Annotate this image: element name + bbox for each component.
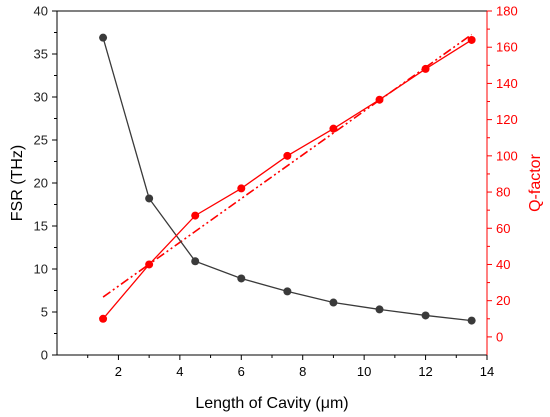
- series-layer: [99, 33, 476, 325]
- right-y-tick-label: 140: [496, 76, 518, 91]
- fsr-data-point: [375, 305, 384, 314]
- left-y-axis-ticks: 0 5 10 15 20 25 30 35 40: [34, 4, 57, 363]
- right-y-tick-label: 60: [496, 221, 510, 236]
- left-y-tick-label: 10: [34, 262, 48, 277]
- q-factor-series-line: [102, 39, 472, 320]
- q-factor-data-point: [191, 211, 200, 220]
- left-y-tick-label: 15: [34, 219, 48, 234]
- q-factor-data-point: [145, 260, 154, 269]
- x-tick-label: 8: [299, 364, 306, 379]
- fsr-data-point: [283, 287, 292, 296]
- axes-frame: [56, 10, 488, 356]
- left-y-tick-label: 40: [34, 4, 48, 19]
- right-y-tick-label: 0: [496, 329, 503, 344]
- left-y-tick-label: 0: [41, 348, 48, 363]
- right-y-axis-title: Q-factor: [527, 153, 544, 211]
- fsr-data-point: [99, 33, 108, 42]
- fsr-data-point: [145, 194, 154, 203]
- x-tick-label: 6: [238, 364, 245, 379]
- left-y-tick-label: 20: [34, 176, 48, 191]
- fsr-data-point: [237, 274, 246, 283]
- right-y-axis-ticks: 0 20 40 60 80 100 120 140 160 180: [487, 4, 518, 344]
- right-y-tick-label: 20: [496, 293, 510, 308]
- left-y-tick-label: 5: [41, 305, 48, 320]
- left-y-tick-label: 30: [34, 90, 48, 105]
- q-factor-data-point: [375, 95, 384, 104]
- x-tick-label: 4: [176, 364, 183, 379]
- fsr-data-point: [329, 298, 338, 307]
- fit-line-layer: [102, 33, 473, 298]
- q-factor-data-point: [99, 314, 108, 323]
- x-tick-label: 12: [418, 364, 432, 379]
- x-tick-label: 2: [115, 364, 122, 379]
- q-factor-data-point: [467, 35, 476, 44]
- fsr-data-point: [467, 316, 476, 325]
- left-y-axis-title: FSR (THz): [9, 145, 26, 221]
- q-factor-data-point: [329, 124, 338, 133]
- fsr-series-line: [102, 37, 472, 322]
- x-axis-title: Length of Cavity (μm): [195, 395, 348, 412]
- right-y-tick-label: 120: [496, 112, 518, 127]
- x-tick-label: 10: [357, 364, 371, 379]
- fsr-data-point: [421, 311, 430, 320]
- fsr-data-point: [191, 257, 200, 266]
- left-y-tick-label: 25: [34, 133, 48, 148]
- linear-fit-line: [102, 33, 473, 298]
- right-y-tick-label: 80: [496, 185, 510, 200]
- x-tick-label: 14: [480, 364, 494, 379]
- q-factor-data-point: [237, 184, 246, 193]
- q-factor-data-point: [421, 64, 430, 73]
- q-factor-data-point: [283, 151, 292, 160]
- left-y-tick-label: 35: [34, 47, 48, 62]
- right-y-tick-label: 160: [496, 40, 518, 55]
- right-y-tick-label: 40: [496, 257, 510, 272]
- x-axis-ticks: 2 4 6 8 10 12 14: [87, 355, 494, 379]
- right-y-tick-label: 100: [496, 148, 518, 163]
- right-y-tick-label: 180: [496, 4, 518, 19]
